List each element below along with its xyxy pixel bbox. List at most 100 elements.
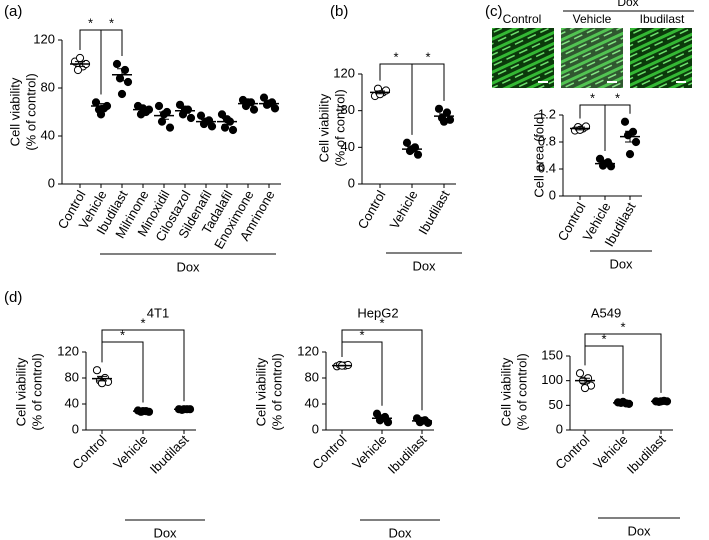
data-point (434, 104, 444, 113)
x-tick-label: Control (355, 188, 389, 232)
error-bar (243, 101, 253, 106)
error-bar (138, 410, 148, 412)
significance-label: * (88, 15, 93, 30)
significance-bracket (604, 104, 631, 151)
x-tick-label: Vehicle (110, 432, 150, 472)
y-axis-label: Cell area (fold) (531, 112, 546, 197)
data-point (157, 117, 167, 126)
error-bar (439, 113, 449, 119)
y-tick-label: 120 (33, 31, 55, 46)
data-point (439, 117, 449, 126)
y-axis-label: (% of control) (332, 89, 347, 166)
error-bar (97, 375, 107, 382)
significance-label: * (359, 327, 364, 342)
error-bar (180, 107, 190, 114)
significance-bracket (100, 29, 123, 95)
data-point (196, 111, 206, 120)
significance-label: * (109, 15, 114, 30)
error-bar (575, 126, 585, 131)
error-bar (407, 146, 417, 152)
significance-label: * (393, 49, 398, 64)
data-point (73, 65, 83, 75)
significance-label: * (140, 315, 145, 330)
significance-label: * (379, 315, 384, 330)
x-tick-label: Ibudilast (147, 432, 192, 477)
x-tick-label: Vehicle (387, 188, 421, 232)
data-point (120, 65, 130, 75)
error-bar (264, 101, 274, 106)
y-tick-label: 40 (341, 139, 355, 154)
y-axis-label: Cell viability (13, 357, 28, 426)
data-point (228, 125, 238, 135)
significance-bracket (379, 63, 413, 135)
error-bar (618, 401, 628, 404)
y-axis-label: (% of control) (514, 353, 529, 430)
image-group-label: Dox (617, 0, 638, 9)
data-point (91, 98, 101, 107)
y-tick-label: 80 (65, 369, 79, 384)
data-point (402, 138, 412, 147)
data-point (117, 89, 127, 99)
x-tick-label: Control (309, 432, 349, 472)
image-vehicle (561, 28, 623, 88)
error-bar (159, 111, 169, 120)
group-label: Dox (412, 258, 436, 273)
data-point (259, 93, 269, 102)
chart-title: 4T1 (147, 305, 169, 320)
error-bar (600, 161, 610, 166)
y-tick-label: 120 (57, 343, 79, 358)
y-axis-label: (% of control) (269, 353, 284, 430)
y-axis-label: Cell viability (253, 357, 268, 426)
data-point (96, 110, 106, 119)
x-tick-label: Ibudilast (385, 432, 430, 477)
y-tick-label: 0 (556, 421, 563, 436)
x-tick-label: Control (552, 432, 592, 472)
data-point (112, 59, 122, 69)
panel-label: (d) (4, 289, 22, 306)
significance-label: * (620, 319, 625, 334)
significance-label: * (601, 331, 606, 346)
image-label: Vehicle (573, 12, 612, 26)
group-label: Dox (176, 259, 200, 274)
significance-label: * (615, 90, 620, 105)
error-bar (117, 68, 127, 82)
image-control (492, 28, 554, 88)
data-point (580, 383, 590, 393)
y-tick-label: 0 (72, 421, 79, 436)
y-axis-label: (% of control) (23, 73, 38, 150)
error-bar (96, 103, 106, 109)
data-point (625, 150, 635, 159)
significance-bracket (584, 333, 662, 393)
error-bar (580, 377, 590, 384)
x-tick-label: Control (69, 432, 109, 472)
data-point (575, 369, 585, 378)
data-point (413, 150, 423, 159)
y-tick-label: 0.4 (538, 160, 556, 175)
data-point (249, 105, 259, 114)
y-tick-label: 0.8 (538, 133, 556, 148)
y-tick-label: 0 (549, 187, 556, 202)
data-point (217, 110, 227, 119)
y-tick-label: 50 (549, 397, 563, 412)
group-label: Dox (388, 525, 412, 540)
data-point (165, 123, 175, 132)
error-bar (377, 416, 387, 421)
y-tick-label: 120 (297, 343, 319, 358)
data-point (154, 101, 164, 111)
data-point (623, 131, 633, 140)
y-axis-label: Cell viability (498, 357, 513, 426)
data-point (372, 409, 382, 418)
y-tick-label: 0 (312, 421, 319, 436)
y-tick-label: 0 (348, 175, 355, 190)
image-label: Control (503, 12, 542, 26)
data-point (123, 77, 133, 87)
data-point (270, 104, 280, 113)
y-axis-label: Cell viability (7, 77, 22, 146)
panel-label: (b) (330, 3, 348, 20)
data-point (207, 122, 217, 131)
significance-label: * (590, 90, 595, 105)
data-point (620, 117, 630, 126)
image-label: Ibudilast (640, 12, 685, 26)
y-tick-label: 40 (305, 395, 319, 410)
